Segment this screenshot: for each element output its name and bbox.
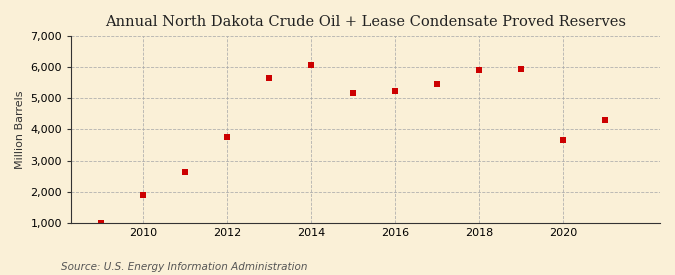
Text: Source: U.S. Energy Information Administration: Source: U.S. Energy Information Administ… — [61, 262, 307, 272]
Y-axis label: Million Barrels: Million Barrels — [15, 90, 25, 169]
Title: Annual North Dakota Crude Oil + Lease Condensate Proved Reserves: Annual North Dakota Crude Oil + Lease Co… — [105, 15, 626, 29]
